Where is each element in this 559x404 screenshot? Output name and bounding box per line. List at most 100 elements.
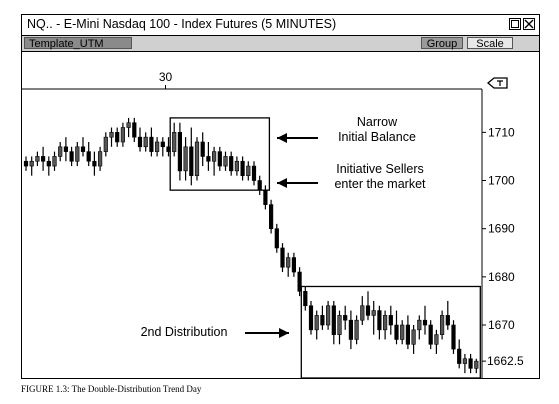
maximize-icon[interactable] <box>509 18 521 30</box>
price-bar <box>388 305 393 335</box>
price-bar <box>40 146 46 171</box>
price-bar <box>223 151 228 171</box>
price-bar <box>286 252 291 277</box>
price-bar <box>109 127 114 147</box>
price-bar <box>274 223 279 253</box>
price-bar <box>251 161 257 186</box>
x-tick-label: 30 <box>159 70 173 84</box>
y-tick-label: 1710 <box>488 125 515 139</box>
price-bar <box>200 132 205 167</box>
price-bar <box>92 151 97 176</box>
price-bar <box>172 122 177 157</box>
price-bar <box>303 286 308 311</box>
close-icon[interactable] <box>523 18 535 30</box>
price-bar <box>217 146 222 171</box>
last-price-label: 1662.5 <box>487 354 524 368</box>
arrow-head-icon <box>279 328 289 338</box>
y-tick-label: 1690 <box>488 222 515 236</box>
price-bar <box>126 117 131 138</box>
price-bar <box>331 300 336 345</box>
annotation-text: Initial Balance <box>338 130 416 144</box>
price-bar <box>263 185 268 210</box>
price-bar <box>212 146 217 176</box>
window-title: NQ.. - E-Mini Nasdaq 100 - Index Futures… <box>27 17 337 31</box>
price-bar <box>29 156 34 176</box>
arrow-head-icon <box>277 178 287 188</box>
price-bar <box>405 315 411 350</box>
price-bar <box>394 310 399 345</box>
price-bar <box>325 300 331 330</box>
price-bar <box>229 151 234 176</box>
price-bar <box>23 156 29 171</box>
annotation-text: Initiative Sellers <box>336 162 424 176</box>
chart-window: NQ.. - E-Mini Nasdaq 100 - Index Futures… <box>21 14 540 379</box>
second-distribution-box <box>300 285 481 379</box>
price-bar <box>177 122 183 181</box>
price-bar <box>183 137 188 181</box>
price-bar <box>337 310 342 345</box>
price-bar <box>474 358 479 374</box>
price-bar <box>382 310 388 340</box>
price-bar <box>52 151 57 171</box>
price-bar <box>451 320 456 354</box>
price-bar <box>308 300 314 335</box>
second-distribution-annotation: 2nd Distribution <box>141 325 289 339</box>
price-bar <box>457 339 462 369</box>
price-bar <box>115 127 120 147</box>
price-bar <box>411 325 416 354</box>
price-bar <box>46 156 51 176</box>
title-bar[interactable]: NQ.. - E-Mini Nasdaq 100 - Index Futures… <box>22 15 539 36</box>
price-bar <box>360 296 365 326</box>
price-bar <box>149 127 154 157</box>
annotation-text: Narrow <box>357 115 398 129</box>
price-bar <box>155 137 160 157</box>
price-bar <box>35 151 40 167</box>
y-tick-label: 1670 <box>488 318 515 332</box>
price-bar <box>320 305 325 330</box>
price-bar <box>445 300 450 330</box>
price-bar <box>58 141 63 162</box>
price-bar <box>98 146 103 171</box>
price-bar <box>189 127 194 186</box>
price-bar <box>434 329 439 354</box>
price-bar <box>143 132 148 152</box>
figure-caption: FIGURE 1.3: The Double-Distribution Tren… <box>21 384 202 394</box>
group-button[interactable]: Group <box>421 37 463 50</box>
annotation-text: enter the market <box>334 177 426 191</box>
price-bar <box>371 300 376 335</box>
price-bar <box>291 252 297 277</box>
price-bar <box>194 137 200 181</box>
price-marker-icon <box>486 77 508 89</box>
price-bar <box>354 315 359 345</box>
template-button[interactable]: Template_UTM <box>24 37 132 50</box>
price-bar <box>314 310 319 340</box>
initial-balance-box <box>169 117 271 191</box>
arrow-head-icon <box>277 133 287 143</box>
price-bar <box>137 127 143 152</box>
price-bar <box>86 141 91 167</box>
price-bar <box>268 199 274 234</box>
price-bar <box>257 175 262 195</box>
price-bar <box>234 156 240 176</box>
price-bar <box>75 141 80 167</box>
y-tick-label: 1680 <box>488 270 515 284</box>
price-bar <box>160 137 165 157</box>
price-bar <box>462 353 468 374</box>
price-bar <box>280 243 285 273</box>
price-bar <box>103 132 108 157</box>
price-bar <box>348 310 354 350</box>
annotation-text: 2nd Distribution <box>141 325 228 339</box>
price-bar <box>365 291 371 321</box>
scale-button[interactable]: Scale <box>467 37 513 50</box>
price-bar <box>69 146 74 167</box>
price-bar <box>400 320 405 345</box>
price-bar <box>468 353 473 374</box>
price-bar <box>417 315 422 340</box>
price-bar <box>63 137 68 162</box>
toolbar: Template_UTM Group Scale <box>22 36 539 52</box>
price-bar <box>428 320 433 350</box>
y-tick-label: 1700 <box>488 174 515 188</box>
price-bar <box>120 122 125 147</box>
